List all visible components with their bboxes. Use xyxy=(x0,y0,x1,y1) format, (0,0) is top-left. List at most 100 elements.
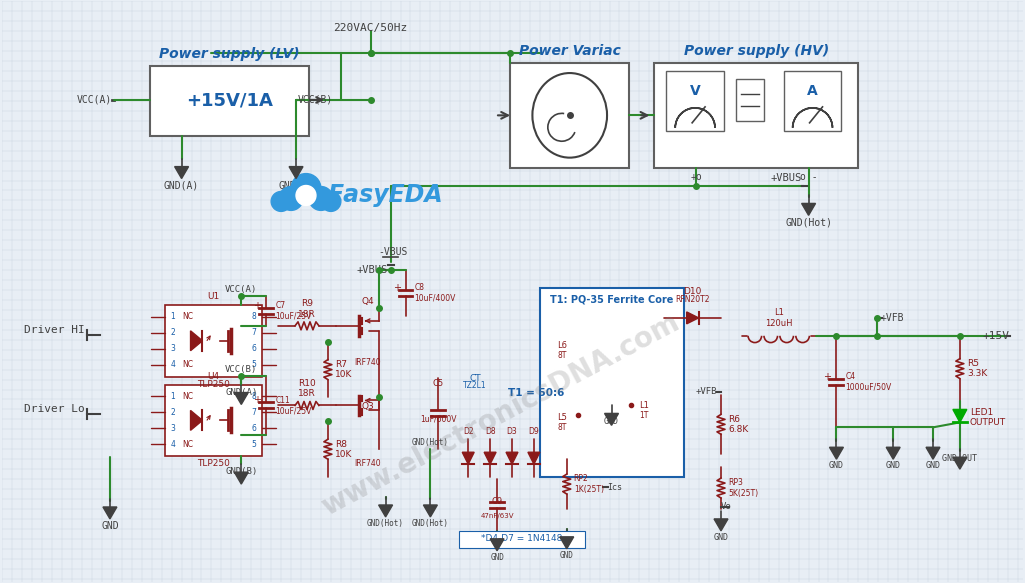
Polygon shape xyxy=(714,519,728,531)
Text: GND: GND xyxy=(713,533,729,542)
Text: 1: 1 xyxy=(170,392,175,401)
Text: GND(A): GND(A) xyxy=(164,181,199,191)
Text: GND(B): GND(B) xyxy=(226,467,257,476)
Text: 2: 2 xyxy=(170,408,175,417)
FancyBboxPatch shape xyxy=(540,288,684,477)
Polygon shape xyxy=(506,452,518,464)
Text: T1 = 50:6: T1 = 50:6 xyxy=(508,388,565,398)
Polygon shape xyxy=(528,452,540,464)
Text: D8: D8 xyxy=(485,427,495,436)
Text: Ics: Ics xyxy=(608,483,622,491)
Text: L1
120uH: L1 120uH xyxy=(765,308,792,328)
Text: +: + xyxy=(253,301,261,311)
Polygon shape xyxy=(191,410,203,430)
Text: D3: D3 xyxy=(506,427,518,436)
FancyBboxPatch shape xyxy=(459,531,584,548)
Text: C8
10uF/400V: C8 10uF/400V xyxy=(414,283,456,303)
Text: GND: GND xyxy=(886,461,901,470)
Text: 2: 2 xyxy=(170,328,175,338)
Text: Driver Lo: Driver Lo xyxy=(25,405,85,415)
Text: NC: NC xyxy=(182,312,194,321)
Text: +o: +o xyxy=(690,171,702,181)
Circle shape xyxy=(296,185,316,205)
Polygon shape xyxy=(423,505,438,517)
Text: T1: PQ-35 Ferrite Core: T1: PQ-35 Ferrite Core xyxy=(550,295,673,305)
Text: R6
6.8K: R6 6.8K xyxy=(728,415,748,434)
Text: OUTPUT: OUTPUT xyxy=(970,418,1006,427)
Text: TLP250: TLP250 xyxy=(197,380,230,389)
Circle shape xyxy=(272,191,291,212)
Text: 7: 7 xyxy=(251,328,256,338)
Text: Power Variac: Power Variac xyxy=(519,44,621,58)
Text: GND(Hot): GND(Hot) xyxy=(785,217,832,227)
FancyBboxPatch shape xyxy=(784,71,842,131)
Text: o -: o - xyxy=(800,171,817,181)
FancyBboxPatch shape xyxy=(165,305,262,377)
Text: D9: D9 xyxy=(529,427,539,436)
Text: L6: L6 xyxy=(557,341,567,350)
Text: R9
18R: R9 18R xyxy=(298,300,316,319)
Polygon shape xyxy=(802,203,816,215)
Text: CT: CT xyxy=(469,374,481,382)
Polygon shape xyxy=(462,452,475,464)
Text: Q4: Q4 xyxy=(362,297,374,306)
Text: 3: 3 xyxy=(170,344,175,353)
Text: Power supply (LV): Power supply (LV) xyxy=(159,47,299,61)
Text: 6: 6 xyxy=(251,424,256,433)
Text: +: + xyxy=(393,283,401,293)
Text: GND: GND xyxy=(490,553,504,562)
Text: C11
10uF/25V: C11 10uF/25V xyxy=(275,396,312,415)
Text: RP3
5K(25T): RP3 5K(25T) xyxy=(728,479,758,498)
Polygon shape xyxy=(191,331,203,351)
Polygon shape xyxy=(953,457,967,469)
Text: GND(B): GND(B) xyxy=(279,181,314,191)
Text: +: + xyxy=(823,371,831,382)
Text: -VBUS: -VBUS xyxy=(378,247,407,257)
Polygon shape xyxy=(174,167,189,178)
Text: NC: NC xyxy=(182,440,194,449)
FancyBboxPatch shape xyxy=(666,71,724,131)
Text: GND(Hot): GND(Hot) xyxy=(367,519,404,528)
Text: 1uF/600V: 1uF/600V xyxy=(420,415,456,423)
Text: GND(Hot): GND(Hot) xyxy=(412,519,449,528)
Text: 8T: 8T xyxy=(557,351,567,360)
Text: V: V xyxy=(690,84,700,98)
Polygon shape xyxy=(289,167,303,178)
Text: TZ2L1: TZ2L1 xyxy=(463,381,487,389)
Circle shape xyxy=(279,187,303,210)
Text: RP2
1K(25T): RP2 1K(25T) xyxy=(574,475,604,494)
Text: U1: U1 xyxy=(207,292,219,301)
Polygon shape xyxy=(484,452,496,464)
Text: C7
10uF/25V: C7 10uF/25V xyxy=(275,301,312,321)
Text: 220VAC/50Hz: 220VAC/50Hz xyxy=(333,23,408,33)
Text: Vo: Vo xyxy=(721,503,732,511)
Text: 5: 5 xyxy=(251,440,256,449)
Text: 5: 5 xyxy=(251,360,256,369)
Text: +: + xyxy=(253,395,261,406)
Text: 8: 8 xyxy=(251,312,256,321)
FancyBboxPatch shape xyxy=(165,385,262,456)
Polygon shape xyxy=(829,447,844,459)
Text: 47nF/63V: 47nF/63V xyxy=(481,513,514,519)
Text: RFN20T2: RFN20T2 xyxy=(674,295,709,304)
Text: R7
10K: R7 10K xyxy=(335,360,353,380)
Text: GND(A): GND(A) xyxy=(226,388,257,396)
Polygon shape xyxy=(687,312,699,324)
FancyBboxPatch shape xyxy=(150,66,309,136)
FancyBboxPatch shape xyxy=(510,63,629,167)
Text: +15V: +15V xyxy=(983,331,1010,341)
Text: +VFB: +VFB xyxy=(880,313,904,323)
Text: IRF740: IRF740 xyxy=(355,358,381,367)
Circle shape xyxy=(309,187,333,210)
Text: 8: 8 xyxy=(251,392,256,401)
Text: +VFB: +VFB xyxy=(696,387,717,396)
Text: VCC(B): VCC(B) xyxy=(226,364,257,374)
Text: 6: 6 xyxy=(251,344,256,353)
Text: EasyEDA: EasyEDA xyxy=(328,184,444,208)
Text: GND(Hot): GND(Hot) xyxy=(412,438,449,447)
Polygon shape xyxy=(490,539,504,551)
Circle shape xyxy=(321,191,341,212)
Text: C9: C9 xyxy=(492,497,502,506)
FancyBboxPatch shape xyxy=(736,79,764,121)
Text: GND: GND xyxy=(829,461,844,470)
